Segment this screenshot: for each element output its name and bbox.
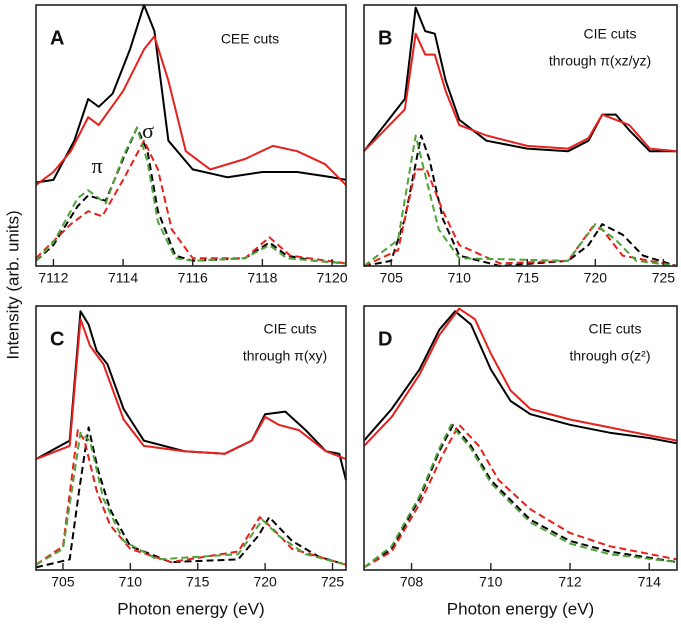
panel-note: through π(xy) (243, 348, 327, 364)
x-tick-label: 708 (400, 574, 424, 590)
panel-letter: A (50, 27, 64, 49)
x-tick-label: 705 (380, 270, 404, 286)
x-tick-label: 7112 (38, 270, 68, 286)
panel-letter: B (378, 27, 392, 49)
x-axis-label: Photon energy (eV) (447, 599, 594, 618)
panel-note: through π(xz/yz) (549, 53, 651, 69)
x-tick-label: 7114 (108, 270, 138, 286)
curve (363, 134, 678, 267)
plot-frame (35, 4, 347, 267)
plot-frame (35, 305, 347, 571)
x-tick-label: 725 (321, 574, 345, 590)
curve (363, 307, 678, 447)
plot-frame (363, 4, 678, 267)
x-tick-label: 710 (119, 574, 143, 590)
x-tick-label: 705 (51, 574, 75, 590)
y-axis-label: Intensity (arb. units) (3, 210, 22, 359)
x-tick-label: 715 (516, 270, 540, 286)
x-tick-label: 710 (479, 574, 503, 590)
panel-note: CIE cuts (264, 321, 317, 337)
curve (363, 310, 678, 445)
x-tick-label: 710 (448, 270, 472, 286)
x-tick-label: 7116 (178, 270, 208, 286)
panel-note: CIE cuts (589, 321, 642, 337)
x-tick-label: 7118 (247, 270, 277, 286)
curve (35, 35, 347, 186)
x-tick-label: 7120 (316, 270, 347, 286)
curve (35, 126, 347, 265)
x-tick-label: 712 (558, 574, 582, 590)
curve (35, 4, 347, 184)
curve (35, 429, 347, 566)
curve (363, 134, 678, 267)
curve (363, 32, 678, 153)
x-tick-label: 715 (186, 574, 210, 590)
x-axis-label: Photon energy (eV) (117, 599, 264, 618)
curve (35, 139, 347, 265)
x-tick-label: 720 (253, 574, 277, 590)
x-tick-label: 714 (638, 574, 662, 590)
panel-letter: D (378, 328, 392, 350)
curve (363, 423, 678, 569)
peak-symbol: π (91, 153, 102, 178)
x-tick-label: 720 (584, 270, 608, 286)
curve (35, 426, 347, 569)
plot-frame (363, 305, 678, 571)
curve (363, 423, 678, 569)
x-tick-label: 725 (652, 270, 676, 286)
peak-symbol: σ (142, 118, 154, 143)
curve (35, 431, 347, 566)
panel-note: through σ(z²) (570, 348, 651, 364)
panel-letter: C (50, 328, 64, 350)
curve (35, 318, 347, 461)
panel-note: CEE cuts (221, 31, 279, 47)
panel-note: CIE cuts (584, 26, 637, 42)
curve (363, 168, 678, 267)
curve (363, 423, 678, 569)
